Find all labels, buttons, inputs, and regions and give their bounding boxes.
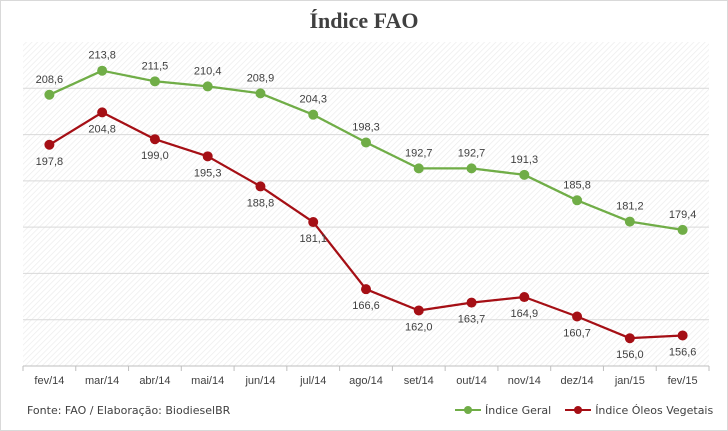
data-point-series-1 [361, 284, 371, 295]
legend-swatch-geral [455, 404, 481, 416]
x-tick-label: jun/14 [244, 375, 275, 387]
x-tick-label: set/14 [404, 375, 434, 387]
data-point-series-0 [413, 163, 424, 174]
chart-legend: Índice Geral Índice Óleos Vegetais [455, 402, 727, 418]
data-point-series-1 [202, 151, 213, 162]
x-tick-label: ago/14 [349, 375, 383, 387]
data-label-series-0: 191,3 [511, 154, 539, 166]
data-point-series-1 [413, 305, 424, 316]
data-point-series-0 [202, 81, 213, 92]
plot-area-background [23, 42, 709, 366]
data-label-series-1: 166,6 [352, 300, 380, 312]
data-label-series-1: 156,6 [669, 346, 697, 358]
data-point-series-1 [466, 297, 477, 308]
data-label-series-1: 162,0 [405, 321, 433, 333]
data-point-series-0 [97, 65, 108, 76]
data-point-series-0 [519, 169, 530, 180]
data-point-series-0 [308, 109, 319, 120]
data-point-series-0 [677, 224, 688, 235]
legend-swatch-oleos [565, 404, 592, 416]
data-label-series-0: 208,9 [247, 72, 275, 84]
data-point-series-0 [624, 216, 635, 227]
data-label-series-0: 198,3 [352, 121, 380, 133]
data-point-series-0 [255, 88, 266, 99]
data-label-series-0: 213,8 [88, 50, 116, 62]
data-label-series-0: 208,6 [36, 74, 64, 86]
data-label-series-1: 164,9 [511, 308, 539, 320]
x-tick-label: jan/15 [614, 375, 645, 387]
data-point-series-1 [255, 181, 266, 192]
data-label-series-1: 160,7 [563, 327, 591, 339]
data-label-series-0: 210,4 [194, 65, 222, 77]
x-tick-label: nov/14 [508, 375, 541, 387]
data-point-series-0 [44, 89, 55, 100]
data-label-series-0: 181,2 [616, 201, 644, 213]
data-point-series-0 [361, 137, 371, 148]
data-point-series-0 [149, 76, 160, 87]
legend-marker-geral [464, 406, 472, 414]
data-label-series-0: 192,7 [458, 147, 486, 159]
legend-label-geral: Índice Geral [485, 403, 552, 417]
data-point-series-1 [308, 217, 319, 228]
data-label-series-1: 195,3 [194, 167, 222, 179]
data-label-series-0: 204,3 [299, 94, 327, 106]
x-tick-label: out/14 [456, 375, 487, 387]
data-label-series-1: 199,0 [141, 150, 169, 162]
data-label-series-1: 197,8 [36, 156, 64, 168]
data-point-series-1 [677, 330, 688, 341]
legend-label-oleos: Índice Óleos Vegetais [595, 403, 714, 417]
data-point-series-0 [466, 163, 477, 174]
legend-marker-oleos [574, 406, 583, 414]
data-point-series-1 [572, 311, 583, 322]
data-point-series-1 [149, 134, 160, 145]
x-tick-label: mar/14 [85, 375, 119, 387]
x-tick-label: jul/14 [299, 375, 326, 387]
x-tick-label: dez/14 [561, 375, 594, 387]
x-tick-label: mai/14 [191, 375, 224, 387]
data-label-series-0: 185,8 [563, 179, 591, 191]
data-point-series-0 [572, 195, 583, 206]
data-label-series-1: 156,0 [616, 349, 644, 361]
data-label-series-0: 192,7 [405, 147, 433, 159]
data-label-series-1: 163,7 [458, 314, 486, 326]
data-label-series-0: 179,4 [669, 209, 697, 221]
legend-item-oleos: Índice Óleos Vegetais [565, 404, 713, 417]
chart-title: Índice FAO [309, 8, 419, 33]
data-point-series-1 [44, 139, 55, 150]
legend-item-geral: Índice Geral [455, 404, 551, 417]
data-point-series-1 [97, 107, 108, 118]
x-tick-label: abr/14 [139, 375, 170, 387]
data-point-series-1 [519, 292, 530, 303]
x-tick-label: fev/15 [668, 375, 698, 387]
x-tick-label: fev/14 [34, 375, 64, 387]
data-label-series-0: 211,5 [142, 60, 169, 72]
data-label-series-1: 181,1 [299, 233, 327, 245]
source-note: Fonte: FAO / Elaboração: BiodieselBR [27, 404, 231, 417]
data-label-series-1: 188,8 [247, 197, 275, 209]
data-point-series-1 [624, 333, 635, 344]
data-label-series-1: 204,8 [88, 123, 116, 135]
